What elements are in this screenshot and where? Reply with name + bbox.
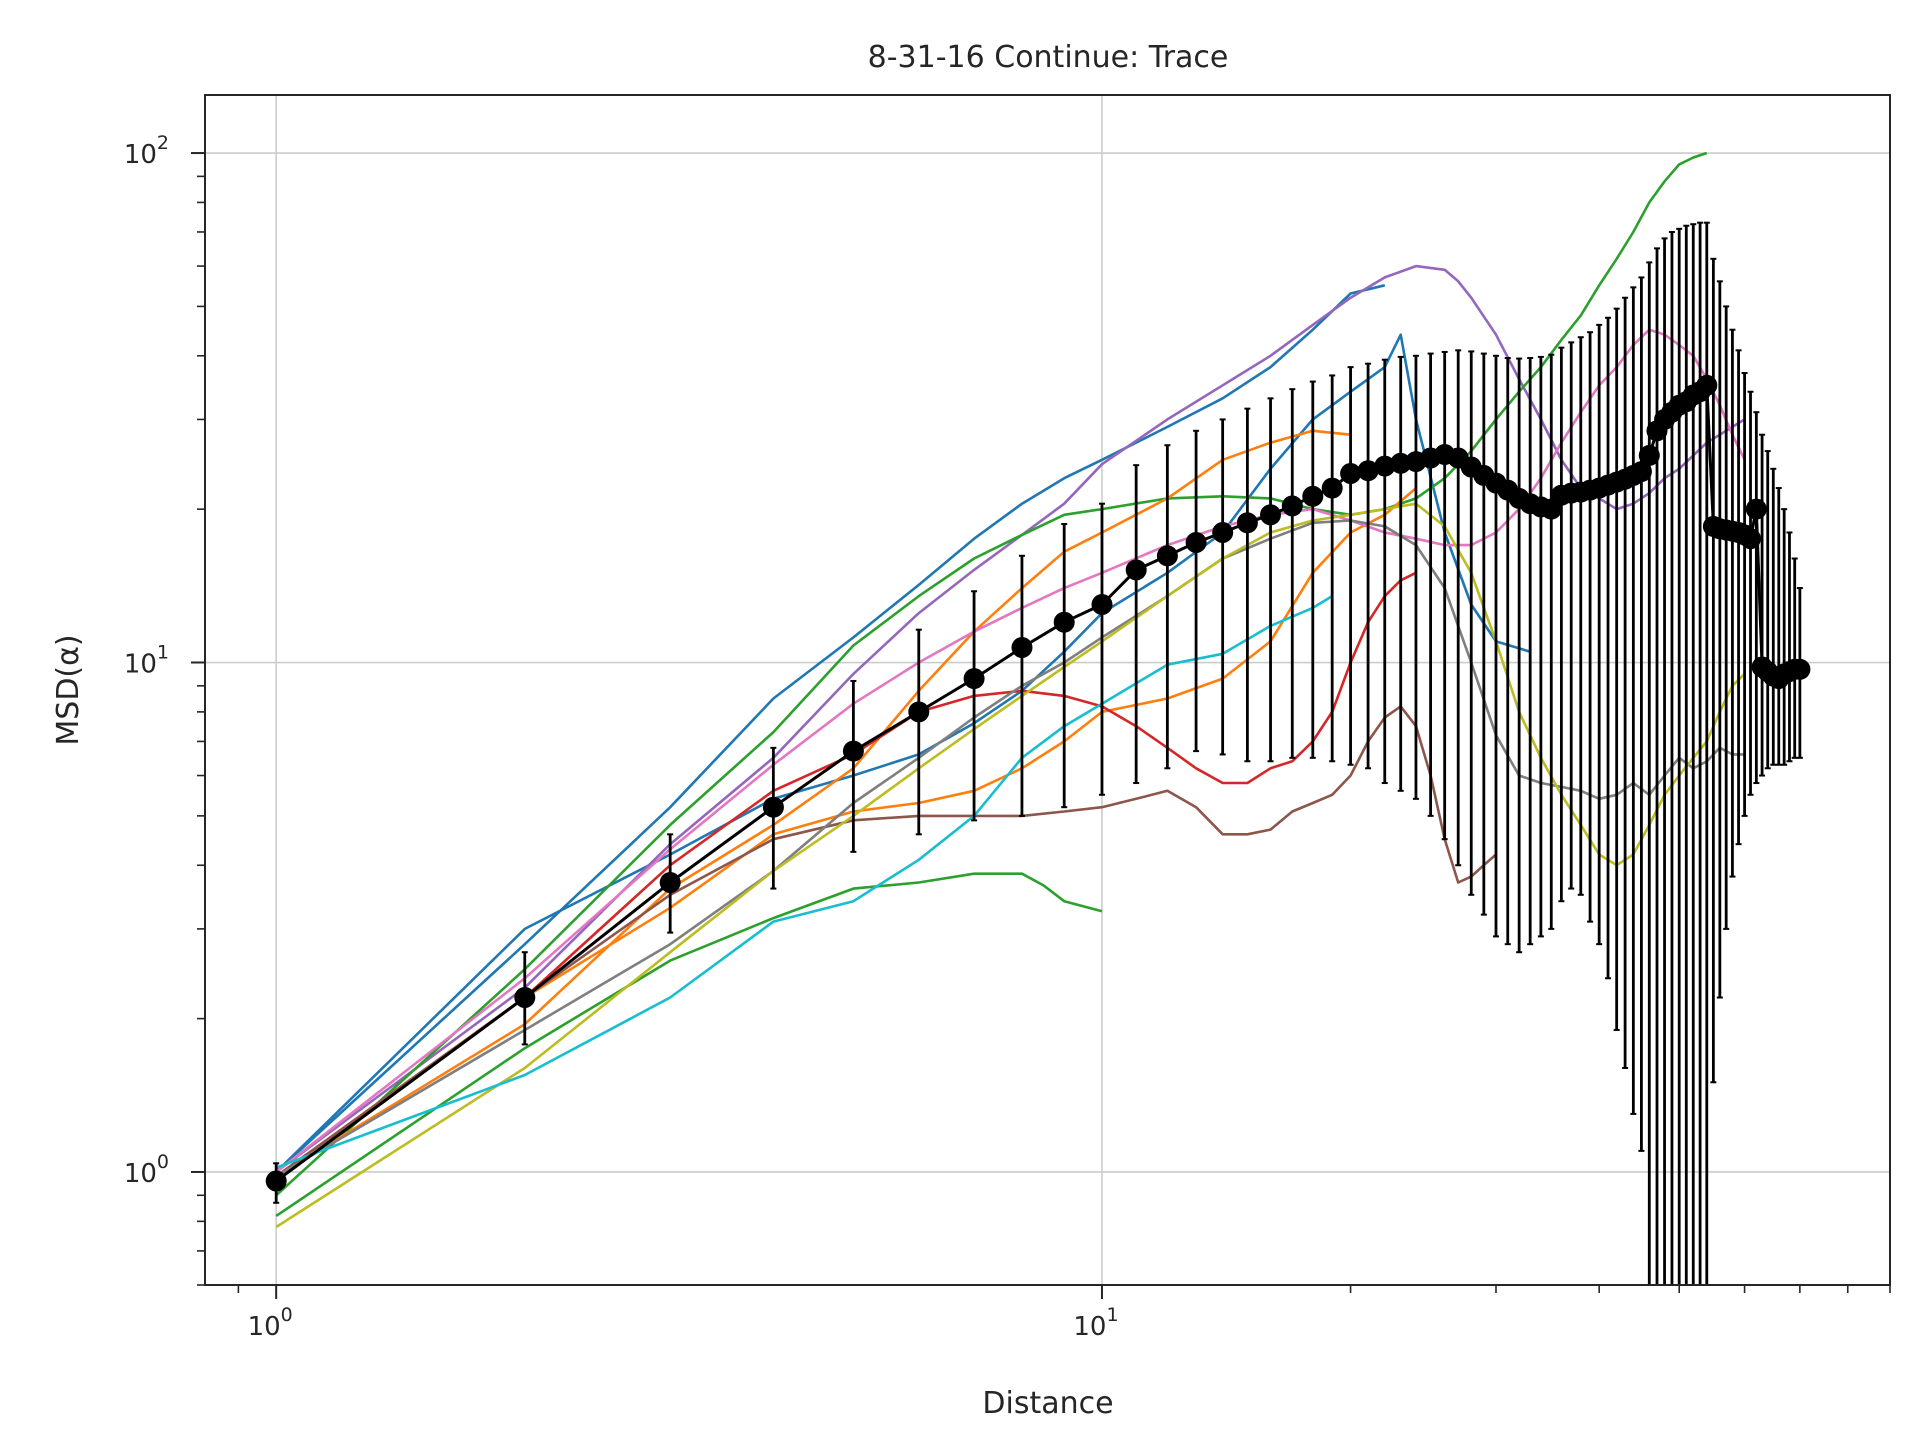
x-axis-label: Distance (982, 1386, 1113, 1421)
mean-point (908, 701, 930, 723)
mean-point (842, 740, 864, 762)
plot-frame (204, 94, 1891, 1286)
mean-point (1745, 498, 1767, 520)
mean-point (1011, 637, 1033, 658)
series-line (275, 705, 1497, 1178)
plot-area (265, 151, 1811, 1285)
y-axis-label: MSD(α) (51, 634, 86, 745)
mean-point (1185, 532, 1207, 553)
mean-point (265, 1170, 287, 1192)
mean-point (1638, 444, 1660, 466)
mean-point (1281, 495, 1303, 517)
y-tick-exponent: 1 (157, 642, 169, 664)
mean-point (1156, 545, 1178, 567)
mean-point (1302, 485, 1324, 507)
mean-point (1789, 658, 1811, 680)
mean-point (659, 872, 681, 893)
y-tick-exponent: 0 (157, 1151, 169, 1173)
mean-point (1374, 455, 1396, 477)
mean-point (1696, 374, 1718, 396)
mean-point (1390, 452, 1412, 474)
mean-point (1357, 460, 1379, 482)
mean-point (1340, 463, 1362, 484)
mean-point (1321, 477, 1343, 499)
mean-point (1125, 559, 1147, 581)
series-line (275, 284, 1386, 1173)
chart-title: 8-31-16 Continue: Trace (868, 40, 1229, 75)
y-tick-exponent: 2 (157, 132, 169, 154)
x-tick-exponent: 0 (281, 1304, 293, 1326)
mean-point (1236, 512, 1258, 534)
mean-point (1091, 594, 1113, 615)
mean-point (1212, 522, 1234, 543)
mean-point (1053, 611, 1075, 633)
mean-point (514, 987, 536, 1008)
mean-point (762, 796, 784, 818)
plot-series (265, 151, 1811, 1285)
mean-point (1630, 461, 1652, 483)
mean-point (1740, 528, 1761, 550)
series-line (275, 264, 1746, 1174)
x-tick-exponent: 1 (1106, 1304, 1118, 1326)
mean-point (1260, 504, 1281, 526)
mean-point (963, 668, 985, 690)
